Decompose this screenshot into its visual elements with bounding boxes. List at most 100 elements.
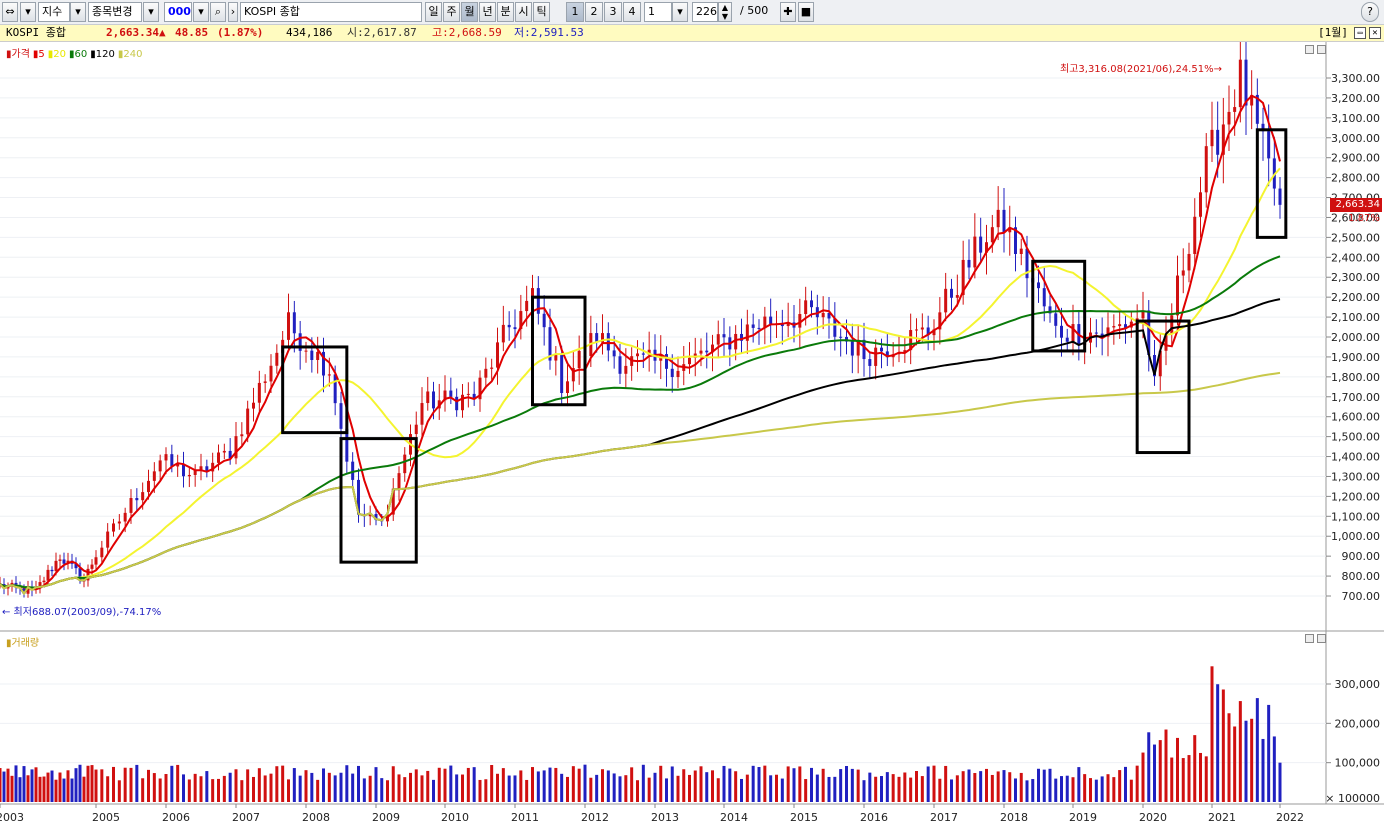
volume-bar: [135, 764, 139, 802]
candle-body: [1164, 334, 1168, 351]
candle-body: [100, 547, 104, 558]
volume-bar: [1255, 698, 1259, 802]
candle-body: [1042, 288, 1046, 307]
candle-body: [1216, 129, 1220, 155]
price-tick-label: 2,900.00: [1331, 152, 1380, 165]
candle-body: [513, 327, 517, 330]
link-icon[interactable]: ⇔: [2, 2, 18, 22]
candle-body: [234, 436, 238, 459]
volume-bar: [665, 778, 668, 802]
candle-body: [763, 316, 767, 329]
arrow-right-icon[interactable]: ›: [228, 2, 238, 22]
candle-body: [850, 341, 854, 356]
candle-body: [699, 350, 703, 354]
period-button[interactable]: 월: [461, 2, 478, 22]
price-panel-close-icon[interactable]: [1317, 45, 1326, 54]
volume-bar: [106, 776, 110, 802]
volume-bar: [1094, 779, 1098, 802]
candle-body: [46, 569, 50, 581]
volume-bar: [455, 774, 459, 802]
candle-body: [1181, 270, 1185, 276]
interval-input[interactable]: 1: [644, 2, 672, 22]
period-button[interactable]: 주: [443, 2, 460, 22]
restore-window-icon[interactable]: ▭: [1354, 27, 1366, 39]
candle-body: [333, 374, 337, 404]
close-window-icon[interactable]: ✕: [1369, 27, 1381, 39]
help-icon[interactable]: ?: [1361, 2, 1379, 22]
volume-bar: [234, 769, 238, 802]
interval-preset-button[interactable]: 3: [604, 2, 622, 22]
volume-bar: [1233, 726, 1237, 802]
volume-bar: [699, 766, 703, 802]
dropdown-icon[interactable]: ▾: [20, 2, 36, 22]
candle-body: [1227, 111, 1231, 125]
stepper-icon[interactable]: ▲ ▼: [718, 2, 732, 22]
price-tick-label: 1,800.00: [1331, 371, 1380, 384]
volume-bar: [205, 771, 209, 802]
volume-bar: [403, 777, 407, 802]
interval-preset-button[interactable]: 1: [566, 2, 584, 22]
volume-bar: [833, 776, 837, 802]
volume-bar: [2, 771, 6, 802]
candle-body: [466, 393, 470, 395]
candle-body: [618, 356, 622, 374]
candle-body: [1060, 325, 1063, 338]
volume-bar: [920, 776, 924, 802]
symbol-code-input[interactable]: 0001: [164, 2, 192, 22]
candle-body: [1199, 192, 1202, 217]
volume-bar: [769, 775, 773, 802]
volume-bar: [763, 765, 767, 802]
volume-panel-close-icon[interactable]: [1317, 634, 1326, 643]
period-button[interactable]: 년: [479, 2, 496, 22]
add-chart-icon[interactable]: ✚: [780, 2, 796, 22]
volume-bar: [14, 765, 18, 802]
volume-bar: [461, 774, 464, 802]
period-button[interactable]: 분: [497, 2, 514, 22]
price-volume-chart[interactable]: 700.00 800.00 900.00 1,000.00 1,100.00 1,200.…: [0, 42, 1384, 826]
candle-body: [885, 351, 889, 358]
interval-preset-button[interactable]: 4: [623, 2, 641, 22]
volume-panel-minimize-icon[interactable]: [1305, 634, 1314, 643]
candle-body: [327, 374, 331, 376]
price-legend: ▮가격 ▮5 ▮20 ▮60 ▮120 ▮240: [6, 45, 145, 60]
price-tick-label: 2,600.00: [1331, 211, 1380, 224]
volume-bar: [507, 775, 511, 802]
volume-bar: [141, 778, 145, 802]
price-panel-minimize-icon[interactable]: [1305, 45, 1314, 54]
volume-bar: [676, 775, 680, 802]
candle-body: [1204, 146, 1208, 193]
volume-bar: [1100, 776, 1104, 802]
chevron-down-icon[interactable]: ▾: [70, 2, 86, 22]
volume-bar: [548, 767, 552, 802]
chevron-down-icon[interactable]: ▾: [672, 2, 688, 22]
volume-bar: [112, 766, 115, 802]
volume-bar: [263, 775, 267, 802]
symbol-name-field[interactable]: KOSPI 종합: [240, 2, 422, 22]
legend-item: ▮60: [69, 49, 88, 60]
volume-bar: [1129, 779, 1133, 802]
price-change: 48.85: [175, 26, 209, 39]
index-type-select[interactable]: 지수: [38, 2, 70, 22]
interval-preset-button[interactable]: 2: [585, 2, 603, 22]
chevron-down-icon[interactable]: ▾: [193, 2, 209, 22]
candle-body: [1267, 131, 1271, 159]
candle-body: [357, 479, 360, 515]
candle-body: [1147, 310, 1151, 355]
save-icon[interactable]: ■: [798, 2, 814, 22]
period-button[interactable]: 일: [425, 2, 442, 22]
candle-body: [804, 300, 808, 315]
period-button[interactable]: 시: [515, 2, 532, 22]
candle-body: [647, 349, 651, 355]
volume-bar: [1008, 772, 1012, 802]
year-tick-label: 2019: [1069, 811, 1097, 824]
volume-bar: [1204, 756, 1208, 802]
candle-body: [1112, 326, 1116, 328]
volume-bar: [1077, 767, 1081, 802]
year-tick-label: 2006: [162, 811, 190, 824]
chevron-down-icon[interactable]: ▾: [143, 2, 159, 22]
change-symbol-button[interactable]: 종목변경: [88, 2, 142, 22]
volume-bar: [571, 766, 575, 802]
period-button[interactable]: 틱: [533, 2, 550, 22]
search-icon[interactable]: ⌕: [210, 2, 226, 22]
count-input[interactable]: 226: [692, 2, 718, 22]
